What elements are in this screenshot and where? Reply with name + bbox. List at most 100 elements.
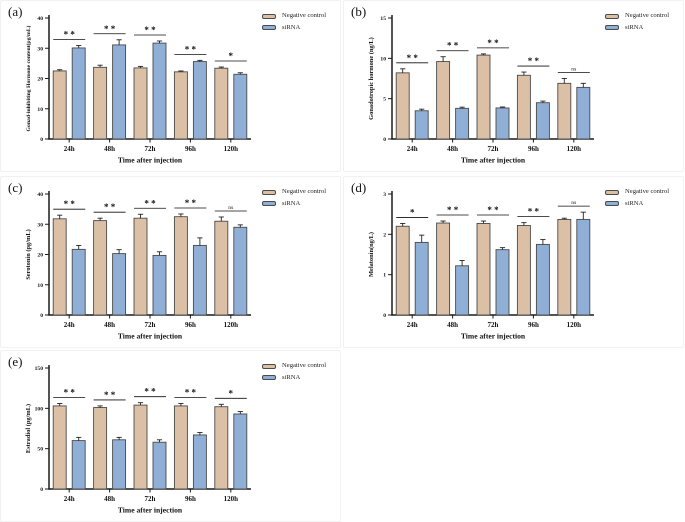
x-axis-label: Time after injection xyxy=(118,156,183,165)
bar-negative-control xyxy=(133,67,148,140)
x-tick-label: 120h xyxy=(567,145,582,153)
significance-label: * * xyxy=(487,38,499,48)
panel-d: (d) 0 1 2 3 Melatonin(ng/L) 24h * 48h * * 72h * * 9… xyxy=(343,176,684,348)
legend-label: siRNA xyxy=(625,199,644,207)
bar-negative-control xyxy=(52,218,67,316)
legend-label: Negative control xyxy=(625,12,670,19)
y-tick-label: 0 xyxy=(40,313,43,319)
panel-letter-b: (b) xyxy=(351,4,367,19)
legend-swatch-negative-control xyxy=(262,189,276,195)
significance-label: * * xyxy=(144,387,156,397)
bar-sirna xyxy=(414,110,429,140)
bar-negative-control xyxy=(436,61,451,140)
x-tick-label: 24h xyxy=(407,321,418,329)
x-tick-label: 48h xyxy=(447,145,458,153)
x-tick-label: 72h xyxy=(145,495,156,503)
significance-label: * * xyxy=(104,390,116,400)
y-tick-label: 30 xyxy=(37,222,43,228)
bar-chart-gonadotropic-hormone: 0 5 10 15 Gonadotropic hormone (ng/L) 24h * * 4… xyxy=(368,15,594,165)
legend-item-sirna: siRNA xyxy=(262,24,326,32)
bar-sirna xyxy=(152,254,167,316)
legend-swatch-sirna xyxy=(605,201,619,207)
x-tick-label: 48h xyxy=(447,321,458,329)
bar-sirna xyxy=(71,47,86,140)
bar-chart-serotonin: 0 10 20 30 40 Serotonin (pg/mL) 24h * * 48h * * 72… xyxy=(25,191,251,341)
bar-sirna xyxy=(495,249,510,316)
bar-chart-gonad-inhibiting-hormone: 0 10 20 30 40 Gonad-inhibiting Hormone conten… xyxy=(25,15,251,165)
x-tick-label: 120h xyxy=(567,321,582,329)
bar-negative-control xyxy=(173,71,188,140)
bar-sirna xyxy=(576,86,591,140)
bar-negative-control xyxy=(133,217,148,316)
y-tick-label: 10 xyxy=(37,283,43,289)
y-tick-label: 20 xyxy=(37,77,43,83)
legend-label: siRNA xyxy=(282,199,301,207)
bar-negative-control xyxy=(516,225,531,316)
bar-sirna xyxy=(112,44,127,140)
significance-label: * * xyxy=(447,205,459,215)
bar-negative-control xyxy=(476,54,491,140)
legend-item-negative-control: Negative control xyxy=(262,188,326,196)
x-tick-label: 96h xyxy=(185,495,196,503)
significance-label: ns xyxy=(571,67,576,73)
y-tick-label: 10 xyxy=(37,107,43,113)
legend-item-negative-control: Negative control xyxy=(262,12,326,20)
panel-b: (b) 0 5 10 15 Gonadotropic hormone (ng/L) 24h… xyxy=(343,0,684,172)
significance-label: * * xyxy=(64,30,76,40)
panel-letter-a: (a) xyxy=(8,4,23,19)
legend-label: siRNA xyxy=(625,23,644,31)
bar-negative-control xyxy=(214,67,229,140)
significance-label: * * xyxy=(528,56,540,66)
bar-sirna xyxy=(192,61,207,140)
significance-label: * * xyxy=(64,199,76,209)
y-axis-label: Gonad-inhibiting Hormone content(pg/mL) xyxy=(25,25,32,131)
bar-sirna xyxy=(455,265,470,316)
bar-negative-control xyxy=(214,220,229,316)
bar-sirna xyxy=(535,102,550,140)
bar-sirna xyxy=(152,42,167,140)
bar-negative-control xyxy=(93,220,108,316)
y-tick-label: 40 xyxy=(37,192,43,198)
y-axis-label: Estradiol (pg/mL) xyxy=(25,404,32,453)
legend-swatch-negative-control xyxy=(262,13,276,19)
bar-negative-control xyxy=(476,222,491,316)
bar-negative-control xyxy=(52,405,67,490)
bar-negative-control xyxy=(557,82,572,140)
panel-letter-c: (c) xyxy=(8,180,23,195)
y-tick-label: 40 xyxy=(37,16,43,22)
bar-negative-control xyxy=(93,66,108,140)
bar-sirna xyxy=(535,243,550,316)
y-tick-label: 0 xyxy=(383,313,386,319)
bar-sirna xyxy=(112,439,127,490)
y-tick-label: 2 xyxy=(383,232,386,238)
x-tick-label: 48h xyxy=(104,145,115,153)
bar-sirna xyxy=(192,244,207,316)
legend-item-sirna: siRNA xyxy=(262,199,326,208)
bar-negative-control xyxy=(557,218,572,316)
legend-swatch-sirna xyxy=(605,25,619,31)
y-tick-label: 1 xyxy=(383,273,386,279)
legend-label: siRNA xyxy=(282,373,301,381)
legend-item-negative-control: Negative control xyxy=(605,188,670,196)
x-tick-label: 72h xyxy=(145,145,156,153)
legend-swatch-sirna xyxy=(262,375,276,381)
legend-label: Negative control xyxy=(625,188,670,195)
y-tick-label: 15 xyxy=(380,16,386,22)
panel-a: (a) 0 10 20 30 40 Gonad-inhibiting Hormone co… xyxy=(0,0,341,172)
bar-chart-estradiol: 0 50 100 150 Estradiol (pg/mL) 24h * * 48h * * 72… xyxy=(25,365,251,515)
legend-item-sirna: siRNA xyxy=(605,23,669,32)
y-tick-label: 0 xyxy=(383,137,386,143)
bar-negative-control xyxy=(395,225,410,316)
legend-swatch-negative-control xyxy=(605,189,619,195)
significance-label: * * xyxy=(487,205,499,215)
significance-label: * * xyxy=(528,207,540,217)
bar-negative-control xyxy=(516,74,531,140)
x-axis-label: Time after injection xyxy=(118,332,183,341)
bar-negative-control xyxy=(173,216,188,316)
legend-item-sirna: siRNA xyxy=(605,199,669,208)
x-tick-label: 96h xyxy=(528,145,539,153)
legend-item-sirna: siRNA xyxy=(262,373,326,382)
x-tick-label: 48h xyxy=(104,495,115,503)
legend-item-negative-control: Negative control xyxy=(262,362,326,370)
